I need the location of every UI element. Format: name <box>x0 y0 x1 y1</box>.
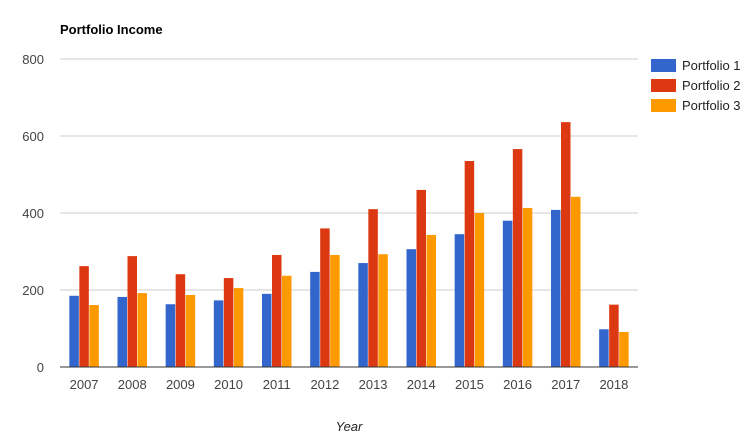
legend-swatch <box>651 99 676 112</box>
bar-portfolio-2-2008 <box>127 256 137 367</box>
x-tick-label: 2010 <box>214 377 243 392</box>
x-axis-ticks: 2007 2008 2009 2010 2011 2012 2013 2014 2015 2016… <box>70 377 629 392</box>
legend-swatch <box>651 59 676 72</box>
x-tick-label: 2011 <box>263 377 291 392</box>
x-tick-label: 2008 <box>118 377 147 392</box>
y-tick-label: 200 <box>22 283 44 298</box>
bar-portfolio-3-2012 <box>330 254 340 367</box>
bar-portfolio-2-2016 <box>512 149 523 367</box>
bar-portfolio-2-2011 <box>272 254 282 367</box>
x-tick-label: 2015 <box>455 377 484 392</box>
bar-portfolio-1-2017 <box>551 209 561 367</box>
bar-portfolio-1-2011 <box>262 293 272 367</box>
bar-portfolio-1-2013 <box>358 263 368 367</box>
bar-portfolio-2-2012 <box>320 228 330 367</box>
bar-portfolio-1-2016 <box>502 220 513 367</box>
bar-portfolio-1-2015 <box>454 234 465 367</box>
x-axis-label: Year <box>336 419 363 434</box>
bar-portfolio-1-2008 <box>117 296 127 367</box>
bar-portfolio-1-2009 <box>165 304 176 367</box>
bars <box>69 122 629 367</box>
x-tick-label: 2013 <box>359 377 388 392</box>
x-tick-label: 2018 <box>599 377 628 392</box>
legend-label: Portfolio 3 <box>682 98 741 113</box>
y-axis-ticks: 0 200 400 600 800 <box>22 52 44 375</box>
bar-portfolio-2-2007 <box>79 266 89 367</box>
y-tick-label: 400 <box>22 206 44 221</box>
bar-portfolio-3-2013 <box>378 254 388 367</box>
x-tick-label: 2014 <box>407 377 436 392</box>
legend-label: Portfolio 2 <box>682 78 741 93</box>
bar-portfolio-1-2018 <box>599 329 609 367</box>
bar-portfolio-3-2007 <box>89 305 99 367</box>
bar-portfolio-2-2017 <box>561 122 571 367</box>
legend-label: Portfolio 1 <box>682 58 741 73</box>
legend-swatch <box>651 79 676 92</box>
x-tick-label: 2012 <box>310 377 339 392</box>
bar-portfolio-2-2010 <box>223 278 234 367</box>
bar-portfolio-1-2010 <box>213 300 224 367</box>
bar-portfolio-1-2012 <box>310 271 320 367</box>
bar-portfolio-3-2015 <box>474 213 485 367</box>
bar-portfolio-3-2008 <box>137 293 147 367</box>
bar-portfolio-3-2011 <box>282 275 292 367</box>
gridlines <box>60 58 638 291</box>
x-tick-label: 2016 <box>503 377 532 392</box>
y-tick-label: 0 <box>37 360 44 375</box>
bar-portfolio-3-2017 <box>571 196 581 367</box>
x-tick-label: 2007 <box>70 377 99 392</box>
bar-portfolio-1-2007 <box>69 295 79 367</box>
y-tick-label: 600 <box>22 129 44 144</box>
bar-portfolio-2-2014 <box>416 189 426 367</box>
bar-portfolio-2-2009 <box>175 274 186 367</box>
bar-portfolio-3-2010 <box>233 288 244 367</box>
chart-title: Portfolio Income <box>60 22 163 37</box>
bar-portfolio-2-2018 <box>609 304 619 367</box>
bar-portfolio-1-2014 <box>406 249 416 367</box>
y-tick-label: 800 <box>22 52 44 67</box>
x-tick-label: 2009 <box>166 377 195 392</box>
bar-portfolio-2-2015 <box>464 161 475 367</box>
bar-portfolio-2-2013 <box>368 209 378 367</box>
bar-portfolio-3-2014 <box>426 234 436 367</box>
legend: Portfolio 1 Portfolio 2 Portfolio 3 <box>651 58 741 113</box>
bar-portfolio-3-2018 <box>619 331 629 367</box>
x-tick-label: 2017 <box>551 377 580 392</box>
bar-portfolio-3-2009 <box>185 295 196 367</box>
bar-portfolio-3-2016 <box>522 207 533 367</box>
